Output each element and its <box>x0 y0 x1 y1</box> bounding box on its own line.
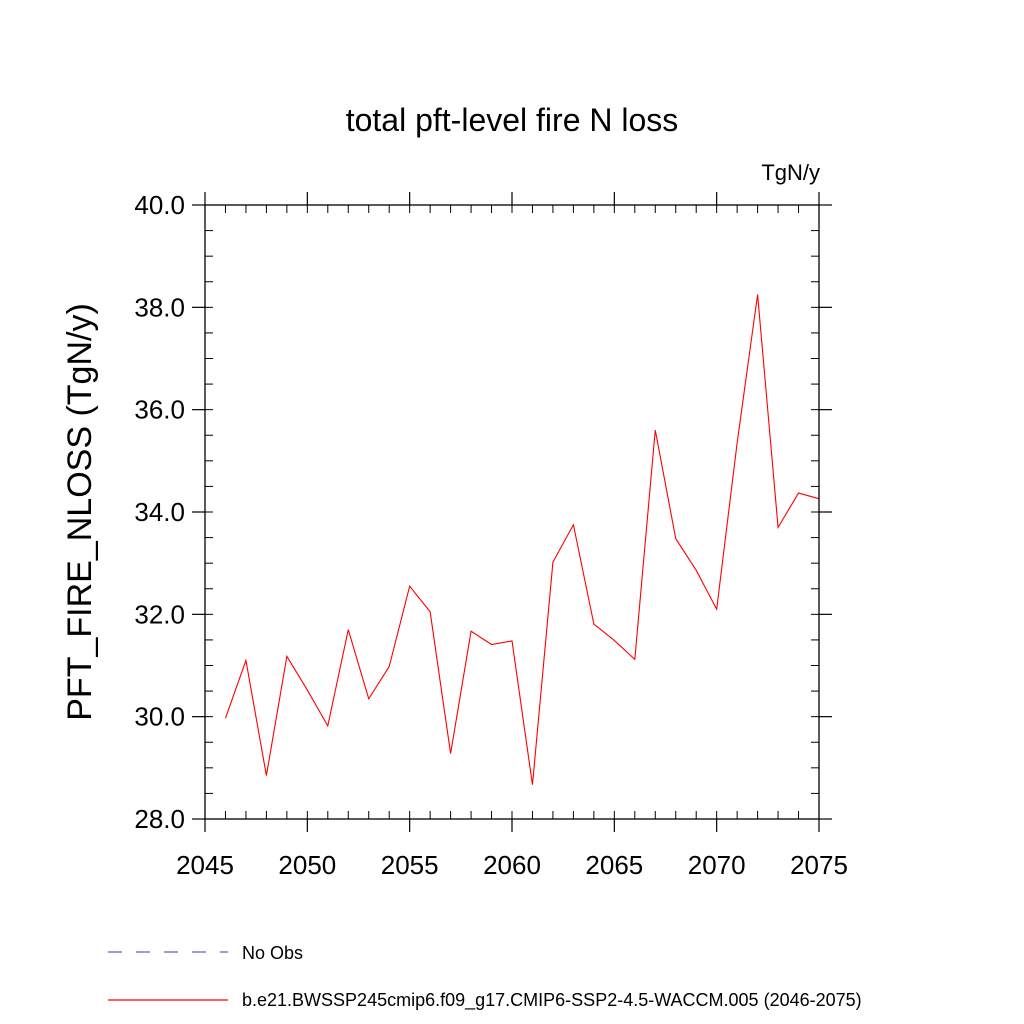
x-tick-label: 2050 <box>278 850 336 880</box>
units-label: TgN/y <box>761 160 820 185</box>
axis-tick-labels: 28.0 30.0 32.0 34.0 36.0 38.0 40.0 2045 2050 2055… <box>134 190 848 880</box>
plot-frame <box>204 204 820 820</box>
series-group <box>224 294 820 785</box>
y-tick-label: 34.0 <box>134 497 185 527</box>
y-tick-label: 28.0 <box>134 804 185 834</box>
chart-title: total pft-level fire N loss <box>346 102 679 138</box>
legend: No Obs b.e21.BWSSP245cmip6.f09_g17.CMIP6… <box>108 943 862 1011</box>
legend-label-no-obs: No Obs <box>242 943 303 963</box>
x-tick-label: 2045 <box>176 850 234 880</box>
legend-label-model: b.e21.BWSSP245cmip6.f09_g17.CMIP6-SSP2-4… <box>242 990 862 1011</box>
x-tick-label: 2065 <box>585 850 643 880</box>
y-tick-label: 36.0 <box>134 395 185 425</box>
y-tick-label: 32.0 <box>134 599 185 629</box>
axis-ticks <box>192 192 832 832</box>
x-tick-label: 2075 <box>790 850 848 880</box>
y-tick-label: 30.0 <box>134 702 185 732</box>
y-tick-label: 40.0 <box>134 190 185 220</box>
y-axis-title: PFT_FIRE_NLOSS (TgN/y) <box>61 303 99 721</box>
x-tick-label: 2060 <box>483 850 541 880</box>
y-tick-label: 38.0 <box>134 292 185 322</box>
x-tick-label: 2070 <box>688 850 746 880</box>
series-line-0 <box>224 294 820 785</box>
x-tick-label: 2055 <box>381 850 439 880</box>
